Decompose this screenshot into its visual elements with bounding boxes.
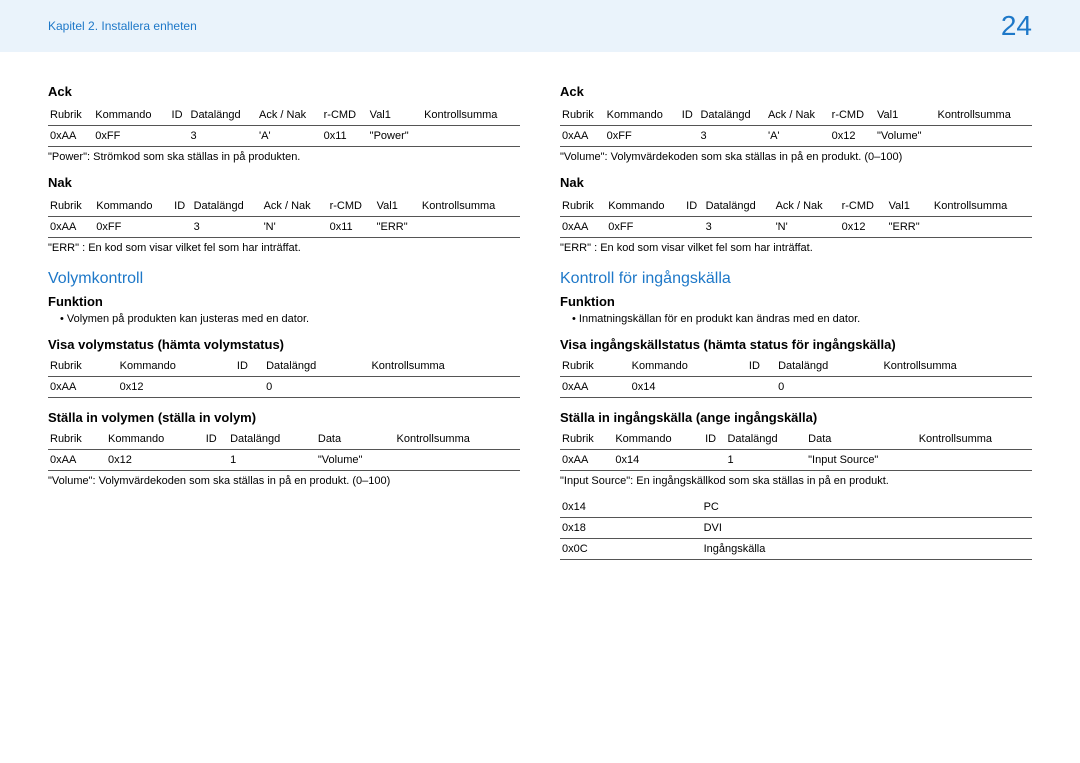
chapter-label: Kapitel 2. Installera enheten	[48, 19, 197, 33]
nak-title: Nak	[48, 175, 520, 190]
right-get-heading: Visa ingångskällstatus (hämta status för…	[560, 337, 1032, 352]
right-func-bullet: • Inmatningskällan för en produkt kan än…	[572, 313, 1032, 325]
left-set-heading: Ställa in volymen (ställa in volym)	[48, 410, 520, 425]
right-nak-table: Rubrik Kommando ID Datalängd Ack / Nak r…	[560, 196, 1032, 238]
left-nak-note: "ERR" : En kod som visar vilket fel som …	[48, 242, 520, 254]
left-column: Ack Rubrik Kommando ID Datalängd Ack / N…	[48, 72, 520, 564]
content: Ack Rubrik Kommando ID Datalängd Ack / N…	[0, 52, 1080, 564]
right-func-label: Funktion	[560, 294, 1032, 309]
right-get-table: Rubrik Kommando ID Datalängd Kontrollsum…	[560, 356, 1032, 398]
left-nak-table: Rubrik Kommando ID Datalängd Ack / Nak r…	[48, 196, 520, 238]
right-nak-note: "ERR" : En kod som visar vilket fel som …	[560, 242, 1032, 254]
left-func-label: Funktion	[48, 294, 520, 309]
right-section: Kontroll för ingångskälla	[560, 270, 1032, 288]
page-number: 24	[1001, 10, 1032, 42]
page-header: Kapitel 2. Installera enheten 24	[0, 0, 1080, 52]
left-set-note: "Volume": Volymvärdekoden som ska ställa…	[48, 475, 520, 487]
left-ack-table: Rubrik Kommando ID Datalängd Ack / Nak r…	[48, 105, 520, 147]
right-ack-title: Ack	[560, 84, 1032, 99]
right-set-heading: Ställa in ingångskälla (ange ingångskäll…	[560, 410, 1032, 425]
right-nak-title: Nak	[560, 175, 1032, 190]
ack-title: Ack	[48, 84, 520, 99]
left-ack-note: "Power": Strömkod som ska ställas in på …	[48, 151, 520, 163]
left-set-table: Rubrik Kommando ID Datalängd Data Kontro…	[48, 429, 520, 471]
right-ack-note: "Volume": Volymvärdekoden som ska ställa…	[560, 151, 1032, 163]
right-column: Ack Rubrik Kommando ID Datalängd Ack / N…	[560, 72, 1032, 564]
left-func-bullet: • Volymen på produkten kan justeras med …	[60, 313, 520, 325]
right-set-table: Rubrik Kommando ID Datalängd Data Kontro…	[560, 429, 1032, 471]
left-get-table: Rubrik Kommando ID Datalängd Kontrollsum…	[48, 356, 520, 398]
right-ack-table: Rubrik Kommando ID Datalängd Ack / Nak r…	[560, 105, 1032, 147]
left-section: Volymkontroll	[48, 270, 520, 288]
right-set-note: "Input Source": En ingångskällkod som sk…	[560, 475, 1032, 487]
right-src-table: 0x14 PC 0x18 DVI 0x0C Ingångskälla	[560, 497, 1032, 560]
left-get-heading: Visa volymstatus (hämta volymstatus)	[48, 337, 520, 352]
